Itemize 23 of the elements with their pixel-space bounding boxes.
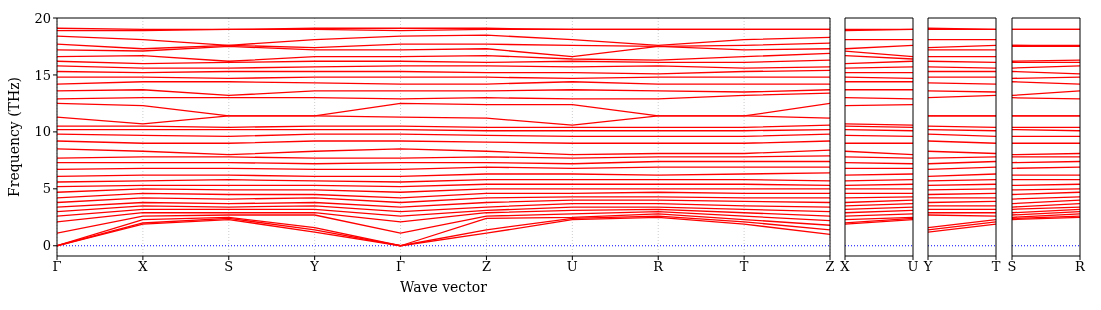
x-tick-label: X	[840, 259, 851, 275]
x-tick-label: Y	[922, 259, 933, 275]
y-tick-label: 0	[42, 238, 51, 254]
x-tick-label: Γ	[52, 259, 62, 275]
y-axis-title: Frequency (THz)	[5, 76, 22, 198]
x-tick-label: R	[653, 259, 665, 275]
x-tick-label: Z	[481, 259, 491, 275]
x-tick-label: U	[566, 259, 578, 275]
x-tick-label: T	[991, 259, 1001, 275]
x-tick-label: S	[1007, 259, 1017, 275]
y-tick-label: 5	[42, 181, 51, 197]
x-tick-label: Y	[309, 259, 320, 275]
x-tick-label: R	[1075, 259, 1087, 275]
x-axis-title: Wave vector	[400, 279, 488, 295]
x-tick-label: T	[739, 259, 749, 275]
x-tick-label: U	[907, 259, 919, 275]
x-tick-label: S	[224, 259, 234, 275]
x-tick-label: Γ	[396, 259, 406, 275]
y-tick-label: 15	[34, 67, 51, 83]
y-tick-label: 10	[34, 124, 51, 140]
x-tick-label: X	[138, 259, 149, 275]
y-tick-label: 20	[34, 10, 51, 26]
x-tick-label: Z	[825, 259, 835, 275]
